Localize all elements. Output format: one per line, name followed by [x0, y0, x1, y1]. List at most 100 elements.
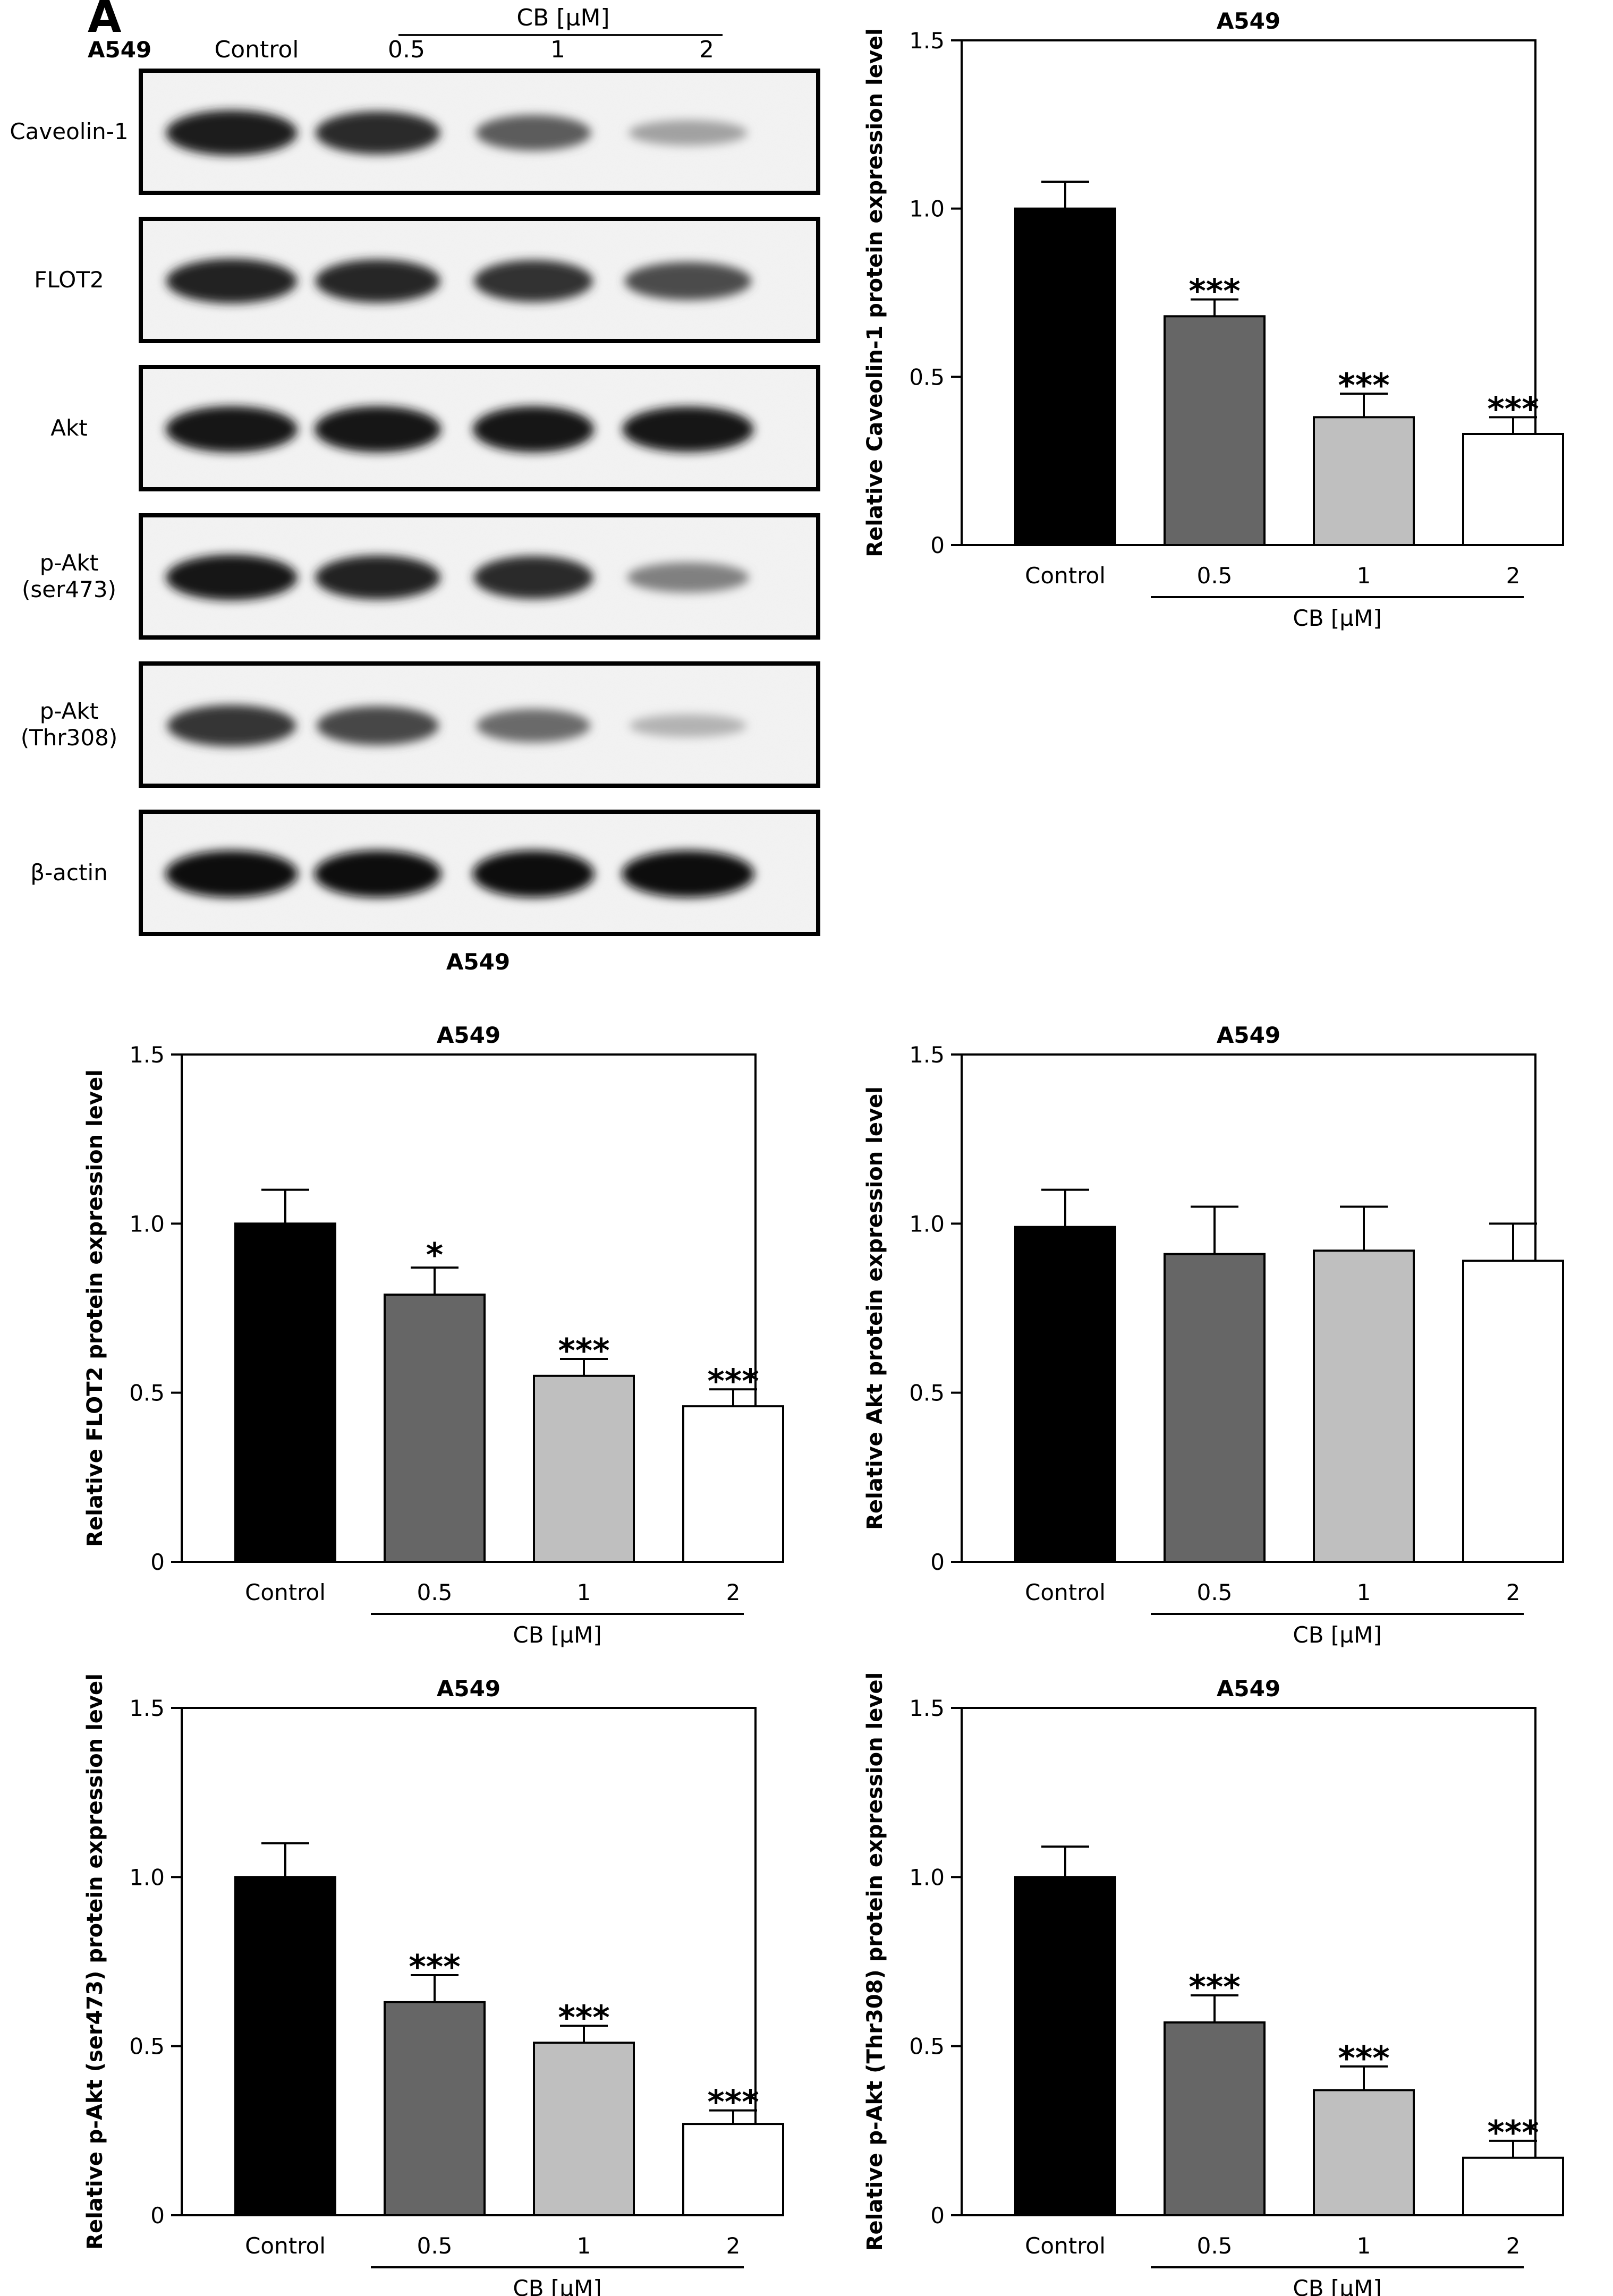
blot-row: FLOT2 — [34, 217, 820, 343]
y-axis-label: Relative FLOT2 protein expression level — [83, 1069, 107, 1547]
bar — [682, 1405, 784, 1563]
blot-band — [315, 555, 440, 600]
blot-row-label: FLOT2 — [34, 267, 104, 293]
panel-label: A — [88, 0, 122, 42]
blot-frame — [139, 810, 820, 936]
x-category-label: 2 — [726, 1579, 741, 1605]
bar — [384, 2001, 486, 2216]
blot-row-label-line: (ser473) — [22, 576, 116, 602]
x-category-label: 2 — [1506, 2233, 1521, 2259]
blot-band — [166, 259, 298, 303]
x-category-label: 0.5 — [1197, 1579, 1233, 1605]
x-category-label: 0.5 — [417, 2233, 453, 2259]
blot-dose-label: 2 — [699, 36, 714, 63]
y-axis-label: Relative p-Akt (Thr308) protein expressi… — [863, 1672, 887, 2251]
blot-row-label: p-Akt (ser473) — [22, 550, 116, 602]
blot-row-label-line: β-actin — [30, 860, 108, 886]
blot-frame — [139, 661, 820, 788]
significance-marker: *** — [558, 1331, 609, 1370]
x-category-label: 1 — [577, 2233, 591, 2259]
significance-marker: *** — [1188, 272, 1240, 311]
bar — [533, 1374, 635, 1563]
x-category-label: Control — [1025, 1579, 1106, 1605]
x-category-label: 1 — [1357, 2233, 1371, 2259]
bar — [234, 1222, 336, 1563]
bar-group: *** — [682, 1362, 784, 1563]
y-tick-label: 0.5 — [909, 1380, 945, 1406]
x-category-label: 1 — [1357, 563, 1371, 589]
x-category-label: Control — [245, 1579, 326, 1605]
bar — [1014, 1226, 1116, 1563]
y-tick-label: 1.0 — [909, 196, 945, 222]
blot-band — [472, 850, 595, 898]
y-tick-label: 1.5 — [129, 1042, 165, 1068]
y-tick-label: 0 — [930, 532, 945, 558]
chart-title: A549 — [1217, 8, 1280, 34]
x-category-label: 2 — [1506, 1579, 1521, 1605]
bar-charts: A549 0 0.5 1.0 1.5 Relative Caveolin-1 protei… — [83, 8, 1564, 2296]
x-category-label: 0.5 — [417, 1579, 453, 1605]
blot-row: Akt — [50, 365, 820, 491]
chart-title: A549 — [437, 1022, 500, 1048]
blot-row-label: Akt — [50, 415, 88, 441]
blot-band — [473, 556, 593, 599]
significance-marker: *** — [1487, 2113, 1539, 2152]
blot-row: p-Akt (Thr308) — [21, 661, 820, 788]
x-category-label: Control — [1025, 563, 1106, 589]
y-tick-label: 1.0 — [129, 1864, 165, 1890]
blot-frame — [139, 365, 820, 491]
y-tick-label: 0 — [150, 1549, 165, 1575]
blot-row: β-actin — [30, 810, 820, 936]
significance-marker: *** — [1188, 1968, 1240, 2006]
bar — [1462, 433, 1564, 546]
blot-row-label-line: (Thr308) — [21, 725, 117, 751]
x-category-label: 1 — [1357, 1579, 1371, 1605]
y-tick-label: 1.5 — [129, 1695, 165, 1721]
x-category-label: Control — [245, 2233, 326, 2259]
bar — [1014, 207, 1116, 546]
x-axis-label: CB [µM] — [513, 1622, 601, 1648]
blot-band — [476, 115, 591, 151]
blot-band — [165, 850, 298, 898]
blot-band — [622, 850, 754, 898]
y-tick-label: 0.5 — [909, 364, 945, 390]
x-category-label: Control — [1025, 2233, 1106, 2259]
blot-row-label-line: Akt — [50, 415, 88, 441]
bar-group: *** — [384, 1948, 486, 2216]
blot-band — [315, 259, 440, 303]
blot-band — [476, 709, 591, 743]
bar-group — [1014, 181, 1116, 546]
bar-group — [1014, 1188, 1116, 1563]
blot-bottom-label: A549 — [446, 949, 510, 975]
significance-marker: *** — [1338, 2039, 1389, 2078]
blot-band — [314, 406, 442, 453]
blot-row-label-line: p-Akt — [40, 550, 98, 576]
blot-band — [624, 262, 752, 300]
x-category-label: 1 — [577, 1579, 591, 1605]
bar — [1164, 2021, 1266, 2217]
significance-marker: *** — [558, 1998, 609, 2037]
y-tick-label: 1.5 — [909, 28, 945, 54]
y-tick-label: 0.5 — [909, 2034, 945, 2060]
bar-chart: A549 0 0.5 1.0 1.5 Relative p-Akt (Thr308) pr… — [863, 1672, 1564, 2296]
y-tick-label: 1.5 — [909, 1695, 945, 1721]
bar — [1164, 315, 1266, 546]
blot-band — [166, 110, 298, 156]
bar-group — [1313, 1205, 1415, 1563]
chart-title: A549 — [1217, 1022, 1280, 1048]
blot-band — [629, 120, 748, 146]
bar-group: *** — [682, 2083, 784, 2217]
bar — [1164, 1253, 1266, 1563]
significance-marker: *** — [1487, 389, 1539, 428]
y-tick-label: 0 — [930, 1549, 945, 1575]
blot-frame — [139, 513, 820, 640]
y-tick-label: 0.5 — [129, 2034, 165, 2060]
x-axis-label: CB [µM] — [1293, 1622, 1381, 1648]
blot-dose-label: 0.5 — [388, 36, 425, 63]
bar-group: *** — [533, 1331, 635, 1563]
blot-row-label: Caveolin-1 — [10, 118, 128, 144]
bar-group — [234, 1188, 336, 1563]
blot-band — [314, 850, 442, 898]
blot-row-label-line: FLOT2 — [34, 267, 104, 293]
y-tick-label: 1.0 — [909, 1211, 945, 1237]
